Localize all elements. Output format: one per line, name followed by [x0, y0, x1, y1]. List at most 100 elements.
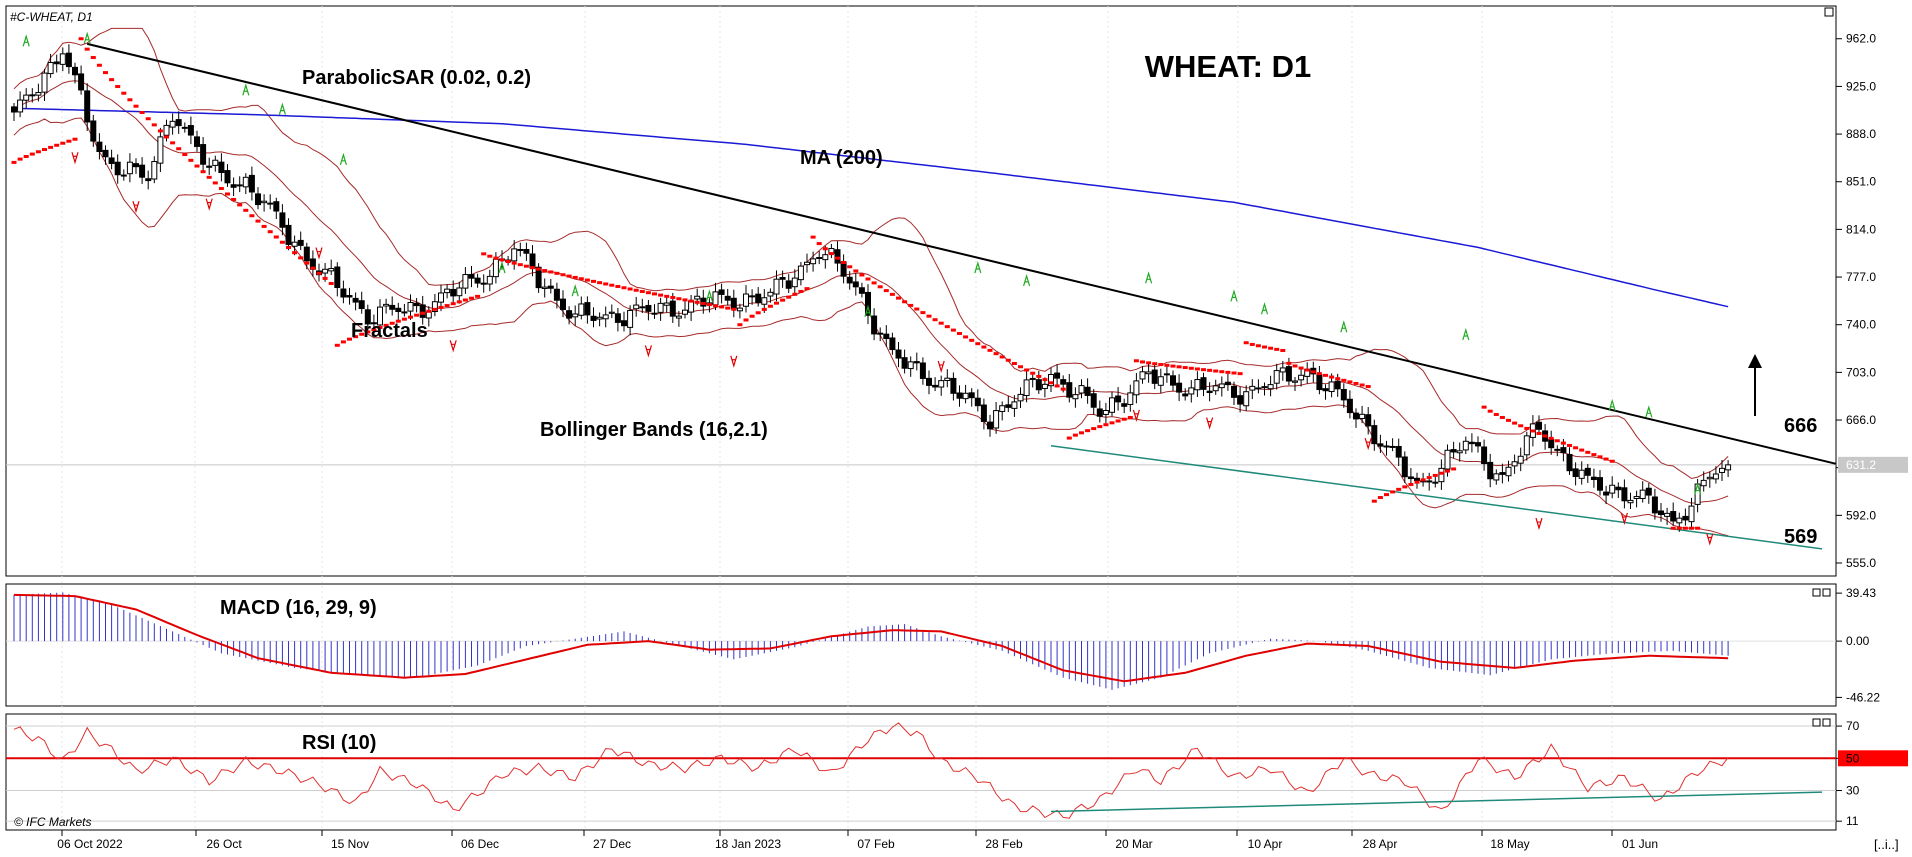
candle: [1322, 384, 1329, 400]
candle: [773, 270, 780, 302]
candle-body-down: [913, 361, 920, 364]
candle: [1627, 492, 1634, 510]
candle: [1621, 479, 1628, 509]
candle: [395, 302, 402, 321]
candle-body-down: [1377, 443, 1384, 447]
x-tick-label: 26 Oct: [206, 837, 242, 851]
candle: [65, 44, 72, 74]
candle-body-up: [163, 124, 170, 136]
sar-dot: [1530, 429, 1536, 433]
candle: [736, 303, 743, 319]
candle: [913, 352, 920, 371]
sar-dot: [1219, 370, 1225, 374]
sar-dot: [84, 47, 90, 51]
candle: [328, 259, 335, 276]
sar-dot: [96, 63, 102, 67]
candle: [200, 137, 207, 173]
candle: [1475, 436, 1481, 453]
sar-dot: [1573, 446, 1579, 450]
sar-dot: [1255, 344, 1261, 348]
fractal-up-marker: [1694, 482, 1702, 495]
sar-dot: [908, 303, 914, 307]
sar-dot: [1054, 384, 1060, 388]
candle-body-down: [334, 266, 341, 288]
candle-body-up: [907, 361, 914, 370]
candle: [1590, 468, 1597, 488]
candle-body-up: [41, 72, 48, 93]
sar-dot: [920, 311, 926, 315]
candle-body-down: [968, 392, 975, 399]
candle: [47, 53, 54, 78]
candle-body-down: [584, 302, 591, 316]
candle-body-up: [242, 176, 249, 188]
fractal-up-marker: [1145, 271, 1153, 284]
candle: [1584, 463, 1591, 483]
sar-dot: [182, 153, 188, 157]
candle-body-down: [1316, 374, 1323, 391]
candle-body-up: [1694, 483, 1701, 505]
candle: [407, 294, 414, 320]
sar-dot: [164, 135, 169, 139]
sar-dot: [914, 307, 920, 311]
candle: [72, 62, 78, 84]
candle: [1157, 368, 1164, 394]
candle-body-down: [218, 161, 225, 174]
sar-dot: [536, 267, 542, 271]
sar-dot: [1451, 467, 1457, 471]
sar-dot: [389, 321, 395, 325]
sar-dot: [1298, 366, 1304, 370]
candle-body-up: [431, 301, 438, 313]
corner-button[interactable]: [..i..]: [1874, 837, 1899, 852]
candle-body-down: [1261, 386, 1268, 389]
candle-body-down: [816, 257, 823, 260]
sar-dot: [1512, 421, 1518, 425]
sar-dot: [1695, 526, 1701, 530]
fractal-down-marker: [1132, 409, 1140, 422]
candle-body-down: [370, 322, 377, 325]
candle: [383, 298, 390, 314]
x-tick-label: 28 Feb: [985, 837, 1023, 851]
sar-dot: [792, 292, 798, 296]
sar-dot: [1384, 493, 1389, 497]
sar-dot: [347, 337, 352, 341]
sar-dot: [353, 335, 359, 339]
candle-body-down: [1334, 380, 1341, 390]
sar-dot: [249, 214, 255, 218]
candle-body-down: [639, 306, 646, 309]
sar-dot: [1554, 439, 1560, 443]
candle: [1511, 454, 1518, 474]
sar-dot: [383, 323, 389, 327]
fractal-up-marker: [83, 31, 91, 44]
candle: [1389, 438, 1396, 452]
price-tick-label: 777.0: [1846, 270, 1876, 284]
sar-dot: [475, 294, 481, 298]
sar-dot: [847, 265, 853, 269]
candle: [974, 389, 981, 412]
candle-body-down: [560, 298, 566, 311]
candle: [17, 91, 24, 118]
candle: [1176, 374, 1183, 402]
candle: [1035, 370, 1042, 394]
sar-dot: [548, 270, 554, 274]
candle: [1401, 451, 1408, 484]
sar-dot: [566, 274, 572, 278]
candle-body-up: [1298, 374, 1305, 381]
candle-body-down: [523, 249, 530, 254]
maximize-icon[interactable]: [1824, 7, 1834, 17]
sar-dot: [176, 147, 182, 151]
candle: [1188, 380, 1195, 403]
sar-dot: [60, 141, 66, 145]
candle-body-up: [1523, 435, 1530, 456]
rsi-50-box: [1838, 750, 1908, 767]
candle-body-up: [17, 99, 24, 113]
sar-dot: [1585, 450, 1591, 454]
sar-dot: [1670, 526, 1676, 530]
panel-window-icons[interactable]: [1812, 588, 1831, 727]
candle-body-up: [608, 311, 615, 314]
candle-body-down: [72, 66, 78, 76]
candle-body-down: [858, 287, 865, 294]
candle-body-up: [633, 304, 640, 310]
candle-body-up: [181, 126, 188, 129]
candle: [1078, 379, 1085, 399]
sar-dot: [652, 292, 657, 296]
